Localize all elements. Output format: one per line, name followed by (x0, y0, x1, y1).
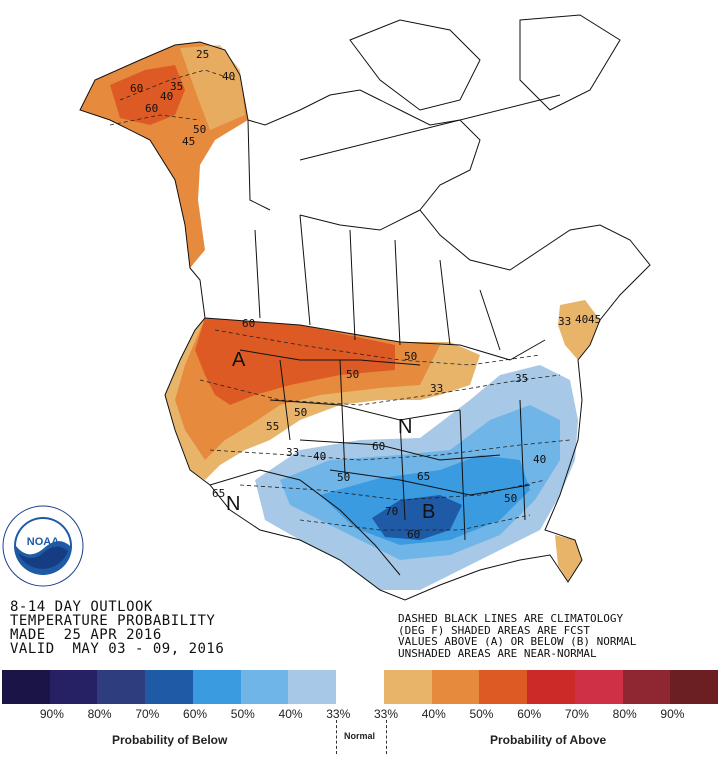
below-normal-marker: B (422, 501, 435, 523)
legend-tick-label: 60% (183, 707, 208, 721)
contour-label: 25 (196, 48, 209, 61)
legend-tick-label: 90% (39, 707, 64, 721)
contour-label: 65 (417, 470, 430, 483)
contour-label: 40 (533, 453, 546, 466)
contour-label: 45 (182, 135, 195, 148)
legend-swatch (97, 670, 146, 704)
contour-label: 40 (160, 90, 173, 103)
legend-swatch (383, 670, 432, 704)
legend-tick-label: 33% (373, 707, 399, 721)
legend-swatch (240, 670, 289, 704)
legend-divider (336, 720, 337, 754)
legend-swatch (336, 670, 384, 704)
noaa-logo: NOAA (2, 505, 84, 587)
contour-label: 45 (588, 313, 601, 326)
legend-tick-label: 60% (517, 707, 542, 721)
legend-tick-label: 80% (87, 707, 112, 721)
legend-tick-label: 33% (326, 707, 351, 721)
legend-swatch (145, 670, 193, 704)
above-normal-marker: A (232, 349, 246, 371)
contour-label: 50 (193, 123, 206, 136)
contour-label: 70 (385, 505, 398, 518)
contour-label: 60 (242, 317, 255, 330)
notes-line-2: (DEG F) SHADED AREAS ARE FCST (398, 623, 591, 637)
legend-swatch (192, 670, 241, 704)
legend-tick-spacer (670, 707, 718, 721)
contour-labels: 25 40 40 60 60 35 50 45 60 50 33 55 50 3… (130, 48, 601, 541)
logo-text: NOAA (27, 536, 59, 548)
contour-label: 60 (372, 440, 385, 453)
contour-label: 60 (145, 102, 158, 115)
contour-label: 40 (313, 450, 326, 463)
contour-label: 50 (294, 406, 307, 419)
legend-above-label: Probability of Above (490, 733, 607, 747)
notes-line-4: UNSHADED AREAS ARE NEAR-NORMAL (398, 646, 597, 660)
contour-label: 40 (222, 70, 235, 83)
legend-tick-label: 50% (230, 707, 255, 721)
boundaries (79, 14, 651, 601)
contour-label: 35 (515, 372, 528, 385)
legend-swatch (49, 670, 98, 704)
legend-swatch (288, 670, 337, 704)
temperature-outlook-map: 25 40 40 60 60 35 50 45 60 50 33 55 50 3… (79, 14, 651, 601)
legend-swatch (670, 670, 719, 704)
near-normal-marker: N (226, 493, 240, 515)
legend-swatch (622, 670, 671, 704)
header-line-1: 8-14 DAY OUTLOOK (10, 599, 153, 615)
legend-swatch (574, 670, 623, 704)
legend-tick-labels: 90% 80% 70% 60% 50% 40% 33% 33% 40% 50% 60% 70% 80% 9… (2, 707, 718, 721)
outlook-header: 8-14 DAY OUTLOOK TEMPERATURE PROBABILITY… (10, 600, 224, 656)
legend-below-label: Probability of Below (112, 733, 228, 747)
legend-swatch (2, 670, 50, 704)
legend-divider (386, 720, 387, 754)
contour-label: 50 (504, 492, 517, 505)
climatology-contours (109, 69, 571, 531)
contour-label: 35 (170, 80, 183, 93)
probability-legend (2, 670, 719, 704)
header-line-2: TEMPERATURE PROBABILITY (10, 613, 216, 629)
near-normal-marker: N (398, 416, 412, 438)
legend-tick-label: 80% (612, 707, 637, 721)
contour-label: 55 (266, 420, 279, 433)
legend-tick-label: 40% (421, 707, 446, 721)
map-notes: DASHED BLACK LINES ARE CLIMATOLOGY (DEG … (398, 613, 636, 659)
central-east-below-shading (255, 365, 578, 590)
legend-tick-label: 90% (660, 707, 685, 721)
legend-swatch (527, 670, 575, 704)
legend-swatch (431, 670, 480, 704)
contour-label: 65 (212, 487, 225, 500)
contour-label: 33 (286, 446, 299, 459)
legend-tick-label: 70% (135, 707, 160, 721)
notes-line-3: VALUES ABOVE (A) OR BELOW (B) NORMAL (398, 635, 637, 648)
legend-tick-label: 70% (564, 707, 589, 721)
legend-tick-label: 40% (278, 707, 303, 721)
contour-label: 50 (346, 368, 359, 381)
legend-tick-label: 50% (469, 707, 494, 721)
notes-line-1: DASHED BLACK LINES ARE CLIMATOLOGY (398, 612, 624, 625)
alaska-above-shading (80, 42, 248, 268)
contour-label: 33 (430, 382, 443, 395)
legend-normal-label: Normal (344, 731, 376, 741)
contour-label: 33 (558, 315, 571, 328)
header-line-3: MADE 25 APR 2016 (10, 627, 162, 643)
contour-label: 60 (407, 528, 420, 541)
contour-label: 50 (337, 471, 350, 484)
contour-label: 50 (404, 350, 417, 363)
legend-swatch (479, 670, 528, 704)
contour-label: 40 (575, 313, 588, 326)
header-line-4: VALID MAY 03 - 09, 2016 (10, 641, 225, 657)
west-above-shading (165, 318, 480, 480)
contour-label: 60 (130, 82, 143, 95)
